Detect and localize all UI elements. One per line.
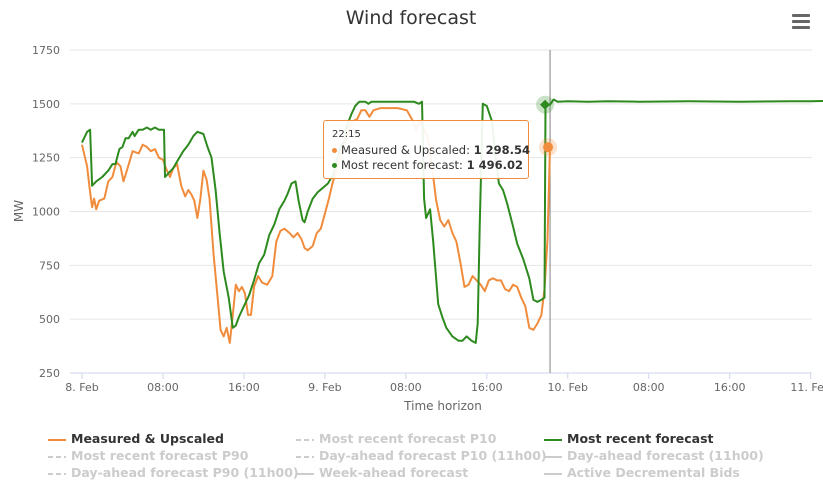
x-tick-label: 16:00 [471,381,503,394]
legend-label: Most recent forecast P90 [71,448,249,463]
x-tick-label: 8. Feb [65,381,98,394]
y-tick-label: 1500 [32,98,60,111]
series-line-measured-upscaled[interactable] [81,107,551,344]
legend-dash-icon [48,472,66,475]
legend-line-icon [544,438,562,441]
tooltip-label-measured: Measured & Upscaled [341,143,467,157]
tooltip-time: 22:15 [332,129,361,140]
x-tick-label: 08:00 [633,381,665,394]
legend-item-most-recent-forecast[interactable]: Most recent forecast [544,431,713,447]
x-tick-label: 08:00 [390,381,422,394]
y-tick-label: 1000 [32,206,60,219]
legend-label: Most recent forecast [567,431,714,446]
legend-label: Active Decremental Bids [567,465,740,480]
legend-label: Most recent forecast P10 [319,431,497,446]
hamburger-menu-icon[interactable] [790,12,812,32]
tooltip-value-forecast: 1 496.02 [466,158,523,172]
x-tick-label: 16:00 [714,381,746,394]
legend-item-day-ahead-p90[interactable]: Day-ahead forecast P90 (11h00) [48,465,299,481]
legend-line-icon [296,472,314,475]
tooltip-dot-measured [332,148,337,153]
legend-label: Day-ahead forecast P90 (11h00) [71,465,299,480]
legend-item-most-recent-p90[interactable]: Most recent forecast P90 [48,448,248,464]
marker-measured [543,142,554,153]
marker-forecast [540,99,551,110]
legend-item-week-ahead[interactable]: Week-ahead forecast [296,465,468,481]
legend-label: Day-ahead forecast P10 (11h00) [319,448,547,463]
legend-label: Week-ahead forecast [319,465,469,480]
y-axis-title: MW [12,200,26,222]
x-tick-label: 16:00 [228,381,260,394]
x-axis-ticks: 8. Feb 08:00 16:00 9. Feb 08:00 16:00 10. Feb 0… [65,373,823,394]
legend-dash-icon [296,438,314,441]
legend-item-day-ahead-forecast[interactable]: Day-ahead forecast (11h00) [544,448,764,464]
legend-label: Day-ahead forecast (11h00) [567,448,764,463]
tooltip-dot-forecast [332,163,337,168]
tooltip-row-forecast: Most recent forecast: 1 496.02 [332,158,523,173]
legend-item-day-ahead-p10[interactable]: Day-ahead forecast P10 (11h00) [296,448,547,464]
tooltip-label-forecast: Most recent forecast [341,158,460,172]
legend-item-active-decremental-bids[interactable]: Active Decremental Bids [544,465,740,481]
y-tick-label: 750 [39,259,60,272]
legend-item-measured-upscaled[interactable]: Measured & Upscaled [48,431,224,447]
legend-label: Measured & Upscaled [71,431,224,446]
hover-markers [536,95,558,157]
tooltip-value-measured: 1 298.54 [473,143,531,157]
tooltip: 22:15 Measured & Upscaled: 1 298.54 Most… [323,120,530,179]
y-tick-label: 1750 [32,44,60,57]
legend-dash-icon [296,455,314,458]
legend-line-icon [544,455,562,458]
y-tick-label: 250 [39,367,60,380]
y-tick-label: 500 [39,313,60,326]
x-tick-label: 11. Feb [790,381,823,394]
y-axis-ticks: 250 500 750 1000 1250 1500 1750 [32,44,60,380]
tooltip-row-measured: Measured & Upscaled: 1 298.54 [332,143,530,158]
chart-title: Wind forecast [346,7,477,29]
y-tick-label: 1250 [32,152,60,165]
legend-line-icon [544,472,562,475]
gridlines [70,49,812,320]
x-tick-label: 08:00 [147,381,179,394]
legend-line-icon [48,438,66,441]
x-axis-title: Time horizon [403,399,482,413]
x-tick-label: 9. Feb [308,381,341,394]
legend-item-most-recent-p10[interactable]: Most recent forecast P10 [296,431,496,447]
x-tick-label: 10. Feb [548,381,588,394]
legend-dash-icon [48,455,66,458]
